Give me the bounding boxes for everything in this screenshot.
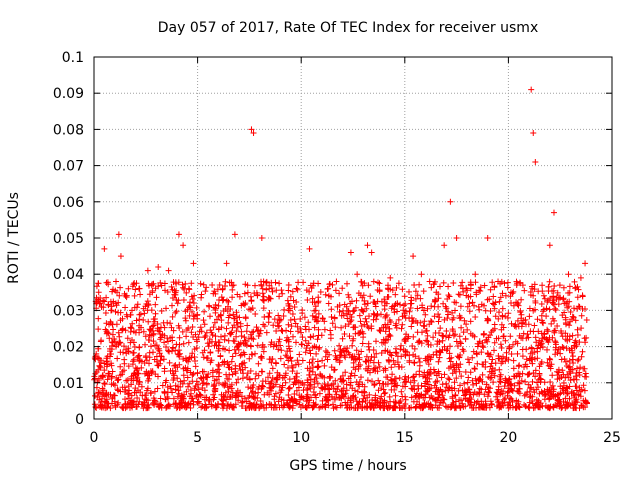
data-point — [426, 278, 433, 285]
data-point — [530, 130, 537, 137]
axis-ticks: 0 5 10 15 20 25 0 0.01 0.02 0.03 0.04 0.05 0.06 0.07 0… — [53, 50, 621, 446]
data-point — [285, 282, 292, 289]
data-point — [115, 231, 122, 238]
data-point — [248, 126, 255, 133]
y-tick-label: 0.02 — [53, 340, 84, 356]
data-point — [325, 285, 332, 292]
y-tick-label: 0.04 — [53, 267, 84, 283]
data-point — [333, 278, 340, 285]
data-point — [347, 249, 354, 256]
data-point — [368, 249, 375, 256]
data-point — [209, 282, 216, 289]
y-tick-label: 0 — [75, 412, 84, 428]
y-tick-label: 0.01 — [53, 376, 84, 392]
data-point — [528, 86, 535, 93]
data-point — [459, 285, 466, 292]
y-tick-label: 0.06 — [53, 195, 84, 211]
data-point — [95, 296, 102, 303]
data-point — [101, 245, 108, 252]
chart-title: Day 057 of 2017, Rate Of TEC Index for r… — [158, 20, 538, 36]
x-tick-label: 20 — [499, 430, 517, 446]
data-point — [306, 245, 313, 252]
y-axis-label: ROTI / TECUs — [6, 192, 22, 284]
y-tick-label: 0.1 — [62, 50, 84, 66]
data-point — [312, 307, 319, 314]
data-point — [180, 242, 187, 249]
y-tick-label: 0.03 — [53, 303, 84, 319]
data-point — [582, 260, 589, 267]
data-point — [117, 253, 124, 260]
data-point — [447, 198, 454, 205]
x-tick-label: 5 — [193, 430, 202, 446]
y-tick-label: 0.09 — [53, 86, 84, 102]
data-point — [441, 242, 448, 249]
x-tick-label: 10 — [292, 430, 310, 446]
x-tick-label: 25 — [603, 430, 621, 446]
x-tick-label: 15 — [396, 430, 414, 446]
y-tick-label: 0.08 — [53, 122, 84, 138]
x-tick-label: 0 — [90, 430, 99, 446]
y-tick-label: 0.07 — [53, 159, 84, 175]
data-point — [418, 271, 425, 278]
data-point — [410, 253, 417, 260]
data-point — [144, 267, 151, 274]
data-point — [532, 158, 539, 165]
data-point — [231, 231, 238, 238]
data-point — [453, 235, 460, 241]
data-point — [155, 263, 162, 270]
data-point — [354, 271, 361, 278]
data-point — [250, 130, 257, 137]
data-point — [175, 231, 182, 238]
data-point — [484, 235, 491, 241]
x-axis-label: GPS time / hours — [289, 458, 406, 474]
data-point — [97, 300, 104, 307]
data-point — [565, 271, 572, 278]
data-point — [223, 260, 230, 267]
data-point — [495, 278, 502, 285]
data-point — [513, 282, 520, 289]
data-point — [136, 285, 143, 292]
background-points — [91, 278, 590, 412]
data-point — [387, 274, 394, 281]
data-point — [546, 242, 553, 249]
data-point — [364, 242, 371, 249]
data-point — [577, 274, 584, 281]
data-points — [91, 86, 590, 412]
data-point — [472, 271, 479, 278]
data-point — [550, 209, 557, 216]
data-point — [165, 267, 172, 274]
data-point — [258, 235, 265, 241]
grid-lines — [94, 57, 612, 419]
y-tick-label: 0.05 — [53, 231, 84, 247]
data-point — [190, 260, 197, 267]
